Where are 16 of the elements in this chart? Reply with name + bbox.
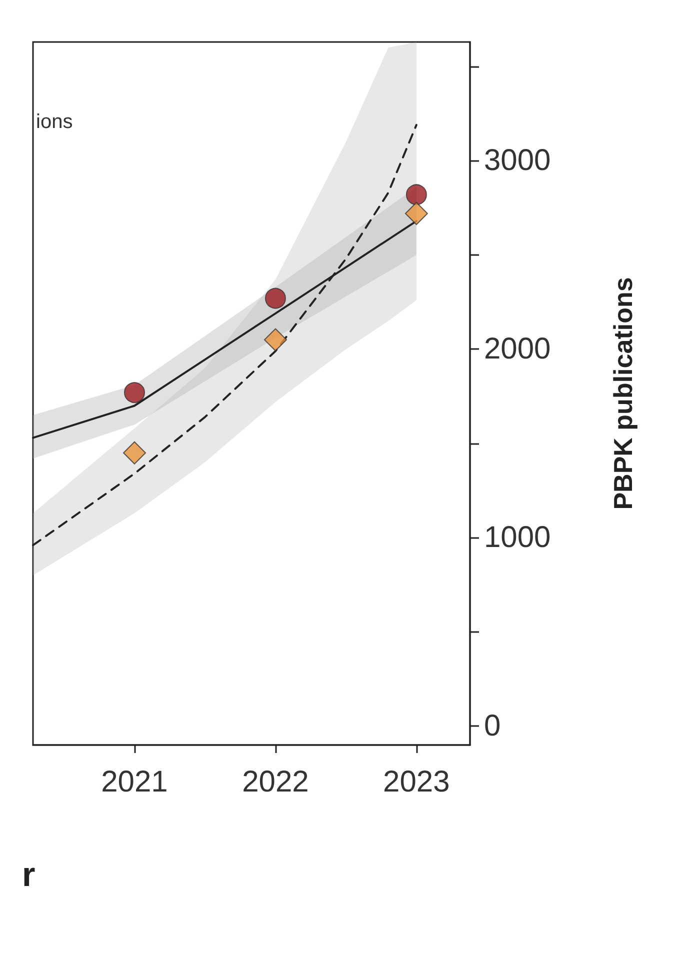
x-tick-label: 2022	[242, 766, 309, 798]
point	[404, 202, 428, 226]
point	[264, 328, 287, 352]
x-axis-title: r	[22, 856, 36, 894]
point	[122, 441, 146, 464]
point	[264, 288, 286, 309]
point	[124, 382, 145, 404]
y2-axis-title: PBPK publications	[608, 277, 638, 510]
point	[406, 184, 427, 206]
x-tick-label: 2023	[383, 766, 450, 798]
y2-tick-label: 2000	[484, 332, 551, 366]
y2-tick-label: 0	[484, 710, 501, 743]
y2-tick-label: 3000	[484, 144, 551, 178]
annotation: ions	[36, 111, 73, 133]
y2-tick-label: 1000	[484, 521, 551, 554]
x-tick-label: 2021	[101, 766, 168, 798]
